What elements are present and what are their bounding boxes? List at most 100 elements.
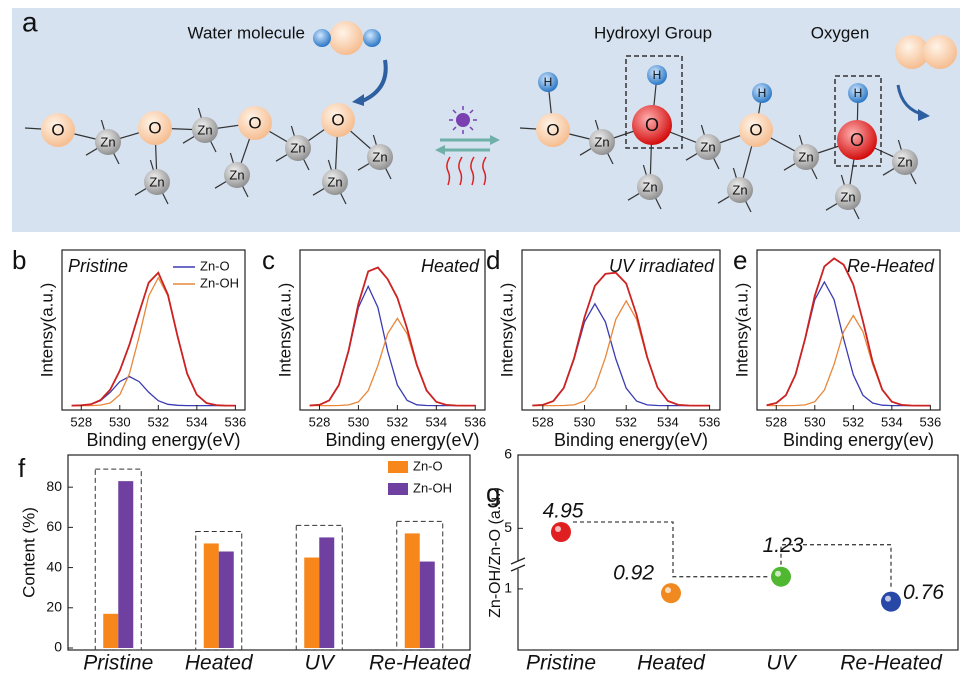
- atom-label: O: [148, 118, 161, 137]
- plot-frame: [517, 454, 959, 651]
- panel-label: g: [486, 478, 500, 508]
- x-tick-label: 536: [699, 414, 721, 429]
- x-tick-label: 528: [70, 414, 92, 429]
- atom: [41, 113, 75, 147]
- atom: [739, 113, 773, 147]
- panel-label: e: [733, 245, 747, 275]
- x-tick-label: 532: [147, 414, 169, 429]
- atom: [752, 83, 772, 103]
- x-tick-label: Pristine: [83, 652, 153, 675]
- atom: [138, 111, 172, 145]
- point-highlight: [555, 526, 561, 532]
- legend-label: Zn-O: [413, 458, 443, 473]
- panel-title: Re-Heated: [847, 256, 935, 276]
- atom: [192, 117, 218, 143]
- value-label: 1.23: [763, 534, 804, 557]
- atom-label: Zn: [197, 122, 212, 137]
- atom-label: Zn: [594, 134, 609, 149]
- atom: [321, 103, 355, 137]
- spectrum-line: [766, 314, 931, 407]
- atom: [322, 169, 348, 195]
- panel-title: UV irradiated: [609, 256, 715, 276]
- spectrum-line: [532, 271, 710, 407]
- atom: [837, 120, 877, 160]
- bar: [319, 537, 335, 648]
- bar: [103, 613, 119, 648]
- value-label: 0.76: [903, 581, 944, 604]
- atom-label: H: [854, 86, 863, 100]
- x-tick-label: 532: [387, 414, 409, 429]
- atom: [95, 129, 121, 155]
- x-tick-label: 530: [574, 414, 596, 429]
- atom: [637, 174, 663, 200]
- atom: [727, 177, 753, 203]
- bar: [118, 481, 134, 648]
- atom-label: Zn: [327, 174, 342, 189]
- y-tick-label: 40: [46, 558, 62, 574]
- x-tick-label: 528: [532, 414, 554, 429]
- atom-label: Zn: [798, 149, 813, 164]
- atom-label: Zn: [100, 134, 115, 149]
- atom-label: Zn: [372, 149, 387, 164]
- spectrum-line: [309, 266, 476, 407]
- bar: [218, 551, 234, 648]
- atom-label: Zn: [642, 179, 657, 194]
- spectrum-line: [766, 257, 931, 407]
- x-tick-label: UV: [766, 652, 797, 675]
- y-axis-label: Content (%): [19, 507, 38, 598]
- atom-label: H: [544, 75, 553, 89]
- point: [661, 583, 681, 604]
- x-tick-label: 534: [425, 414, 447, 429]
- group-box: [94, 468, 142, 651]
- diagram-label: Water molecule: [188, 23, 305, 42]
- x-axis-label: Binding energy(ev): [783, 430, 934, 450]
- atom-label: H: [653, 68, 662, 82]
- x-tick-label: 534: [657, 414, 679, 429]
- axis-break: [510, 564, 526, 572]
- y-axis-label: Intensy(a.u.): [37, 283, 56, 378]
- spectrum-line: [532, 302, 710, 407]
- atom: [367, 144, 393, 170]
- plot-frame: [299, 249, 486, 411]
- x-tick-label: 530: [109, 414, 131, 429]
- atom-label: O: [51, 120, 64, 139]
- atom-label: Zn: [700, 139, 715, 154]
- y-tick-label: 60: [46, 518, 62, 534]
- x-axis-label: Binding energy(eV): [325, 430, 479, 450]
- atom: [632, 105, 672, 145]
- spectrum-line: [766, 280, 931, 407]
- plot-frame: [61, 249, 246, 411]
- x-tick-label: UV: [305, 652, 336, 675]
- group-box: [295, 524, 343, 651]
- atom: [589, 129, 615, 155]
- atom: [144, 169, 170, 195]
- value-label: 0.92: [613, 562, 654, 585]
- x-tick-label: 534: [186, 414, 208, 429]
- x-tick-label: Heated: [637, 652, 706, 675]
- atom: [793, 144, 819, 170]
- x-tick-label: 536: [225, 414, 247, 429]
- atom: [238, 106, 272, 140]
- atom: [695, 134, 721, 160]
- hydroxyl-highlight-boxes: [625, 55, 882, 167]
- plot-frame: [756, 249, 941, 411]
- panel-label: b: [12, 245, 26, 275]
- atom-label: O: [850, 130, 864, 150]
- bar: [419, 561, 435, 648]
- legend-label: Zn-O: [200, 258, 230, 273]
- y-axis-label: Intensy(a.u.): [497, 283, 516, 378]
- x-tick-label: 536: [464, 414, 486, 429]
- bar: [304, 557, 320, 648]
- atom-label: Zn: [732, 182, 747, 197]
- atom-label: O: [749, 120, 762, 139]
- atom: [835, 184, 861, 210]
- panel-label: f: [18, 453, 26, 483]
- atom: [224, 162, 250, 188]
- group-box: [195, 530, 243, 651]
- atom-label: H: [758, 86, 767, 100]
- plot-frame: [67, 454, 471, 651]
- x-tick-label: Re-Heated: [840, 652, 943, 675]
